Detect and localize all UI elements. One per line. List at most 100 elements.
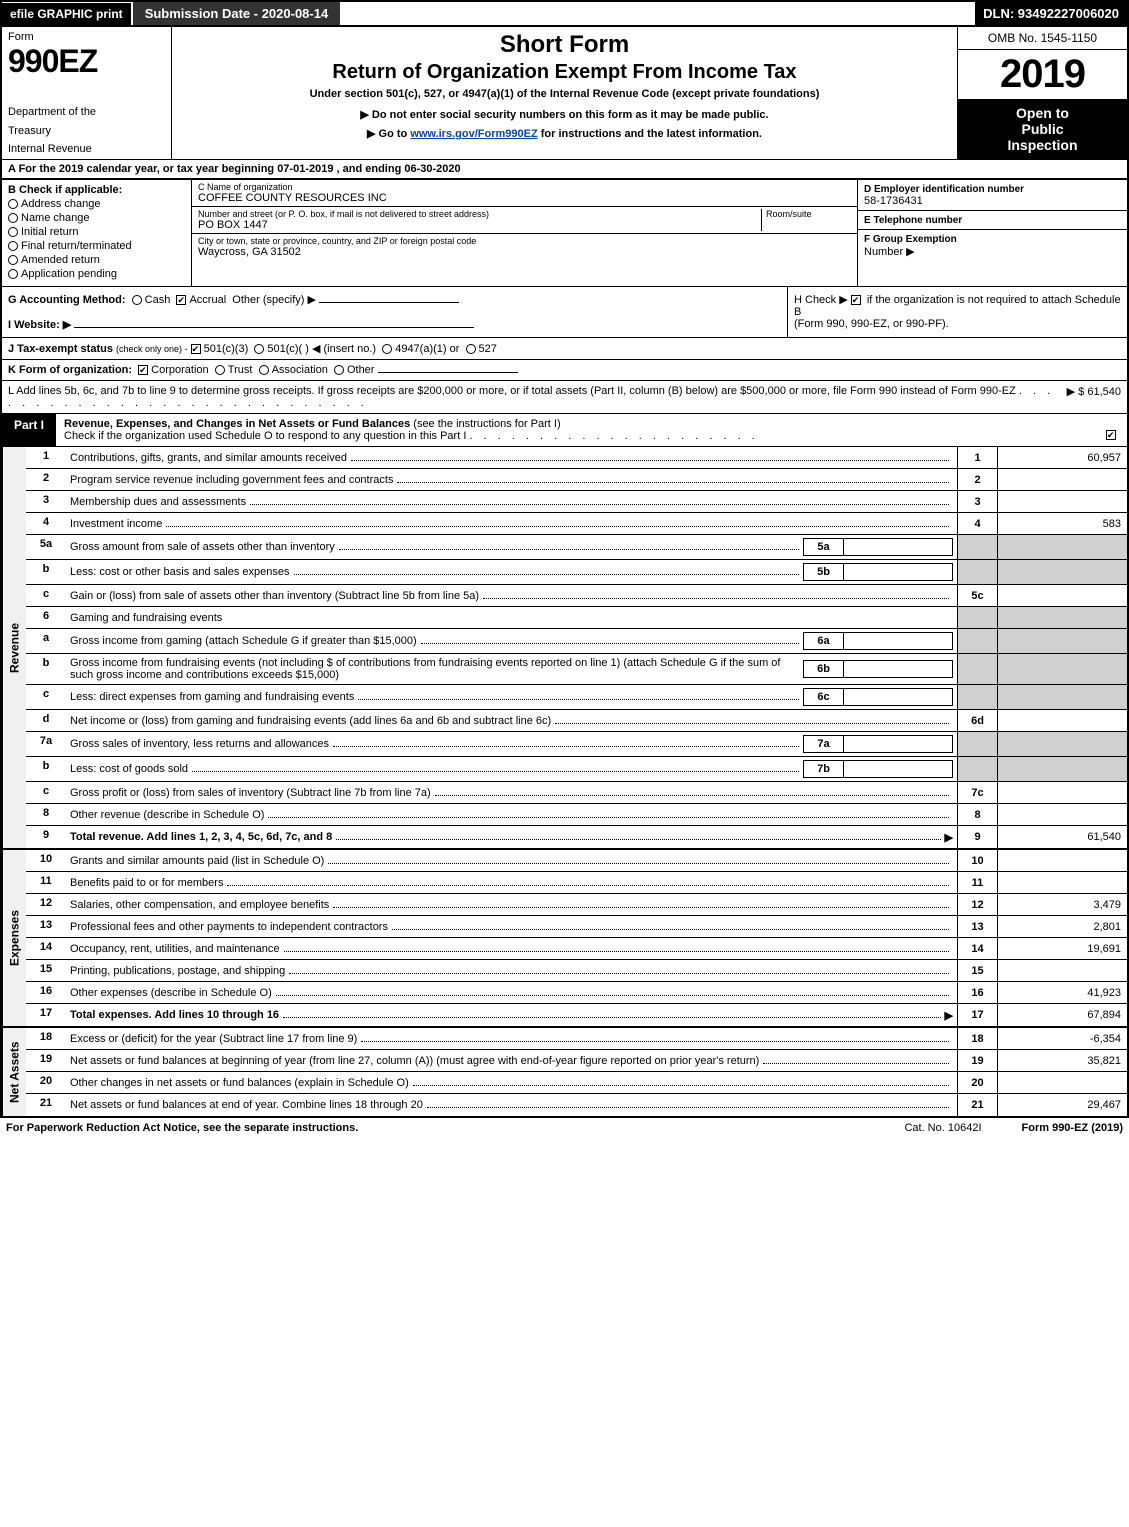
opt-527: 527 [479, 343, 497, 355]
line-value: 35,821 [997, 1050, 1127, 1071]
line-desc: Less: direct expenses from gaming and fu… [66, 685, 957, 709]
line-12: 12Salaries, other compensation, and empl… [26, 894, 1127, 916]
line-desc: Gaming and fundraising events [66, 607, 957, 628]
header-left: Form 990EZ Department of the Treasury In… [2, 27, 172, 159]
line-num: 21 [26, 1094, 66, 1116]
line-desc: Net assets or fund balances at beginning… [66, 1050, 957, 1071]
line-desc: Net income or (loss) from gaming and fun… [66, 710, 957, 731]
line-desc: Printing, publications, postage, and shi… [66, 960, 957, 981]
part-i-heading: Part I Revenue, Expenses, and Changes in… [0, 414, 1129, 447]
sub-val [843, 660, 953, 678]
part-i-check: Check if the organization used Schedule … [64, 430, 466, 442]
line-4: 4Investment income4583 [26, 513, 1127, 535]
line-value [997, 782, 1127, 803]
chk-corporation[interactable] [138, 365, 148, 375]
line-desc: Professional fees and other payments to … [66, 916, 957, 937]
street-value: PO BOX 1447 [198, 219, 268, 231]
line-desc: Gain or (loss) from sale of assets other… [66, 585, 957, 606]
line-num: 18 [26, 1028, 66, 1049]
line-num: 3 [26, 491, 66, 512]
line-right-num [957, 629, 997, 653]
line-value [997, 629, 1127, 653]
top-bar: efile GRAPHIC print Submission Date - 20… [0, 0, 1129, 27]
sub-val [843, 735, 953, 753]
chk-address-change[interactable] [8, 199, 18, 209]
line-1: 1Contributions, gifts, grants, and simil… [26, 447, 1127, 469]
line-value: 61,540 [997, 826, 1127, 848]
line-num: 2 [26, 469, 66, 490]
line-a-taxyear: A For the 2019 calendar year, or tax yea… [0, 159, 1129, 180]
line-right-num: 8 [957, 804, 997, 825]
line-desc: Total revenue. Add lines 1, 2, 3, 4, 5c,… [66, 826, 957, 848]
chk-cash[interactable] [132, 295, 142, 305]
line-num: 15 [26, 960, 66, 981]
insp-3: Inspection [964, 137, 1121, 153]
line-value [997, 850, 1127, 871]
sub-val [843, 632, 953, 650]
box-b: B Check if applicable: Address change Na… [2, 180, 192, 286]
line-num: 12 [26, 894, 66, 915]
netassets-label: Net Assets [2, 1028, 26, 1116]
line-value [997, 960, 1127, 981]
sub-num: 5b [803, 563, 843, 581]
line-16: 16Other expenses (describe in Schedule O… [26, 982, 1127, 1004]
opt-initial-return: Initial return [21, 226, 78, 238]
line-18: 18Excess or (deficit) for the year (Subt… [26, 1028, 1127, 1050]
line-right-num: 4 [957, 513, 997, 534]
line-value: 583 [997, 513, 1127, 534]
irs-link[interactable]: www.irs.gov/Form990EZ [410, 128, 537, 140]
rows-g-to-l: G Accounting Method: Cash Accrual Other … [0, 287, 1129, 414]
link-suffix: for instructions and the latest informat… [538, 128, 762, 140]
line-desc: Net assets or fund balances at end of ye… [66, 1094, 957, 1116]
chk-accrual[interactable] [176, 295, 186, 305]
dept-line-2: Treasury [8, 125, 165, 137]
box-b-label: B Check if applicable: [8, 184, 122, 196]
chk-association[interactable] [259, 365, 269, 375]
line-c: cGain or (loss) from sale of assets othe… [26, 585, 1127, 607]
line-desc: Other expenses (describe in Schedule O) [66, 982, 957, 1003]
chk-amended-return[interactable] [8, 255, 18, 265]
line-right-num [957, 654, 997, 684]
chk-name-change[interactable] [8, 213, 18, 223]
chk-501c[interactable] [254, 344, 264, 354]
line-8: 8Other revenue (describe in Schedule O)8 [26, 804, 1127, 826]
line-15: 15Printing, publications, postage, and s… [26, 960, 1127, 982]
form-number: 990EZ [8, 43, 165, 80]
part-i-title-block: Revenue, Expenses, and Changes in Net As… [56, 414, 1127, 446]
chk-other-org[interactable] [334, 365, 344, 375]
line-17: 17Total expenses. Add lines 10 through 1… [26, 1004, 1127, 1026]
line-right-num: 20 [957, 1072, 997, 1093]
box-c: C Name of organization COFFEE COUNTY RES… [192, 180, 857, 286]
opt-cash: Cash [145, 294, 171, 306]
chk-schedule-o[interactable] [1106, 430, 1116, 440]
line-num: b [26, 654, 66, 684]
row-h: H Check ▶ if the organization is not req… [787, 287, 1127, 337]
line-13: 13Professional fees and other payments t… [26, 916, 1127, 938]
line-right-num [957, 607, 997, 628]
line-value [997, 654, 1127, 684]
chk-trust[interactable] [215, 365, 225, 375]
k-label: K Form of organization: [8, 364, 132, 376]
chk-application-pending[interactable] [8, 269, 18, 279]
arrow-icon: ▶ [945, 1009, 953, 1022]
chk-4947[interactable] [382, 344, 392, 354]
expenses-label: Expenses [2, 850, 26, 1026]
line-value: 60,957 [997, 447, 1127, 468]
j-label: J Tax-exempt status [8, 343, 113, 355]
chk-initial-return[interactable] [8, 227, 18, 237]
chk-schedule-b[interactable] [851, 295, 861, 305]
sub-num: 7b [803, 760, 843, 778]
chk-527[interactable] [466, 344, 476, 354]
other-org-line [378, 372, 518, 373]
chk-501c3[interactable] [191, 344, 201, 354]
ein-value: 58-1736431 [864, 195, 923, 207]
chk-final-return[interactable] [8, 241, 18, 251]
line-right-num: 1 [957, 447, 997, 468]
row-k: K Form of organization: Corporation Trus… [2, 360, 1127, 381]
opt-other: Other (specify) ▶ [232, 294, 316, 306]
row-j: J Tax-exempt status (check only one) - 5… [2, 338, 1127, 360]
opt-corporation: Corporation [151, 364, 208, 376]
omb-number: OMB No. 1545-1150 [958, 27, 1127, 50]
title-return: Return of Organization Exempt From Incom… [178, 61, 951, 84]
line-num: 17 [26, 1004, 66, 1026]
